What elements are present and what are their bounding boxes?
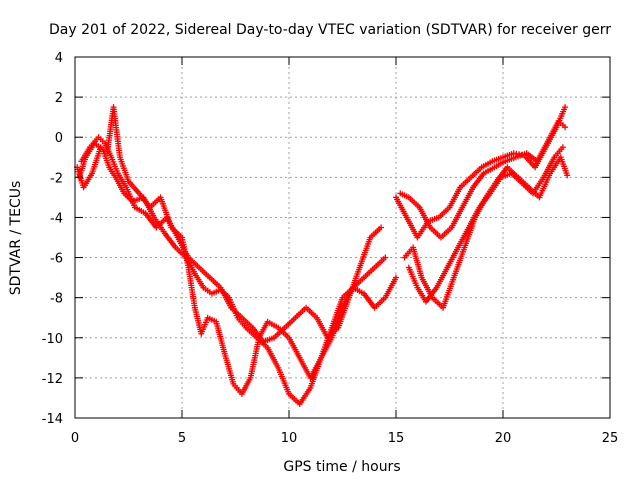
y-tick-label: 0 xyxy=(55,131,63,146)
x-axis-label: GPS time / hours xyxy=(283,459,400,475)
x-tick-label: 10 xyxy=(281,431,298,446)
x-tick-label: 25 xyxy=(602,431,619,446)
data-point xyxy=(378,224,385,231)
data-point xyxy=(393,274,399,281)
x-tick-label: 5 xyxy=(178,431,186,446)
plot-frame xyxy=(74,56,611,419)
y-tick-label: -12 xyxy=(42,372,63,387)
y-tick-label: -2 xyxy=(50,171,63,186)
chart-title: Day 201 of 2022, Sidereal Day-to-day VTE… xyxy=(49,22,611,38)
data-point xyxy=(382,254,389,261)
y-tick-label: -8 xyxy=(50,292,63,307)
series-track-5 xyxy=(397,118,569,241)
y-tick-label: 4 xyxy=(55,51,63,66)
y-tick-label: 2 xyxy=(55,91,63,106)
y-tick-label: -10 xyxy=(42,332,63,347)
data-point xyxy=(564,172,571,179)
data-point xyxy=(562,104,569,111)
series-track-3 xyxy=(78,134,385,345)
x-tick-label: 20 xyxy=(495,431,512,446)
y-tick-label: -4 xyxy=(50,211,63,226)
x-tick-label: 15 xyxy=(388,431,405,446)
y-axis-label: SDTVAR / TECUs xyxy=(8,181,24,296)
y-tick-label: -6 xyxy=(50,252,63,267)
axis-ticks: -14 -12 -10 -8 -6 -4 -2 0 2 4 0 5 10 15 20 25 xyxy=(42,51,619,446)
y-tick-label: -14 xyxy=(42,412,63,427)
data-point xyxy=(562,124,569,131)
data-points xyxy=(74,104,571,407)
x-tick-label: 0 xyxy=(71,431,79,446)
data-point xyxy=(559,144,566,151)
series-track-7 xyxy=(405,144,566,305)
